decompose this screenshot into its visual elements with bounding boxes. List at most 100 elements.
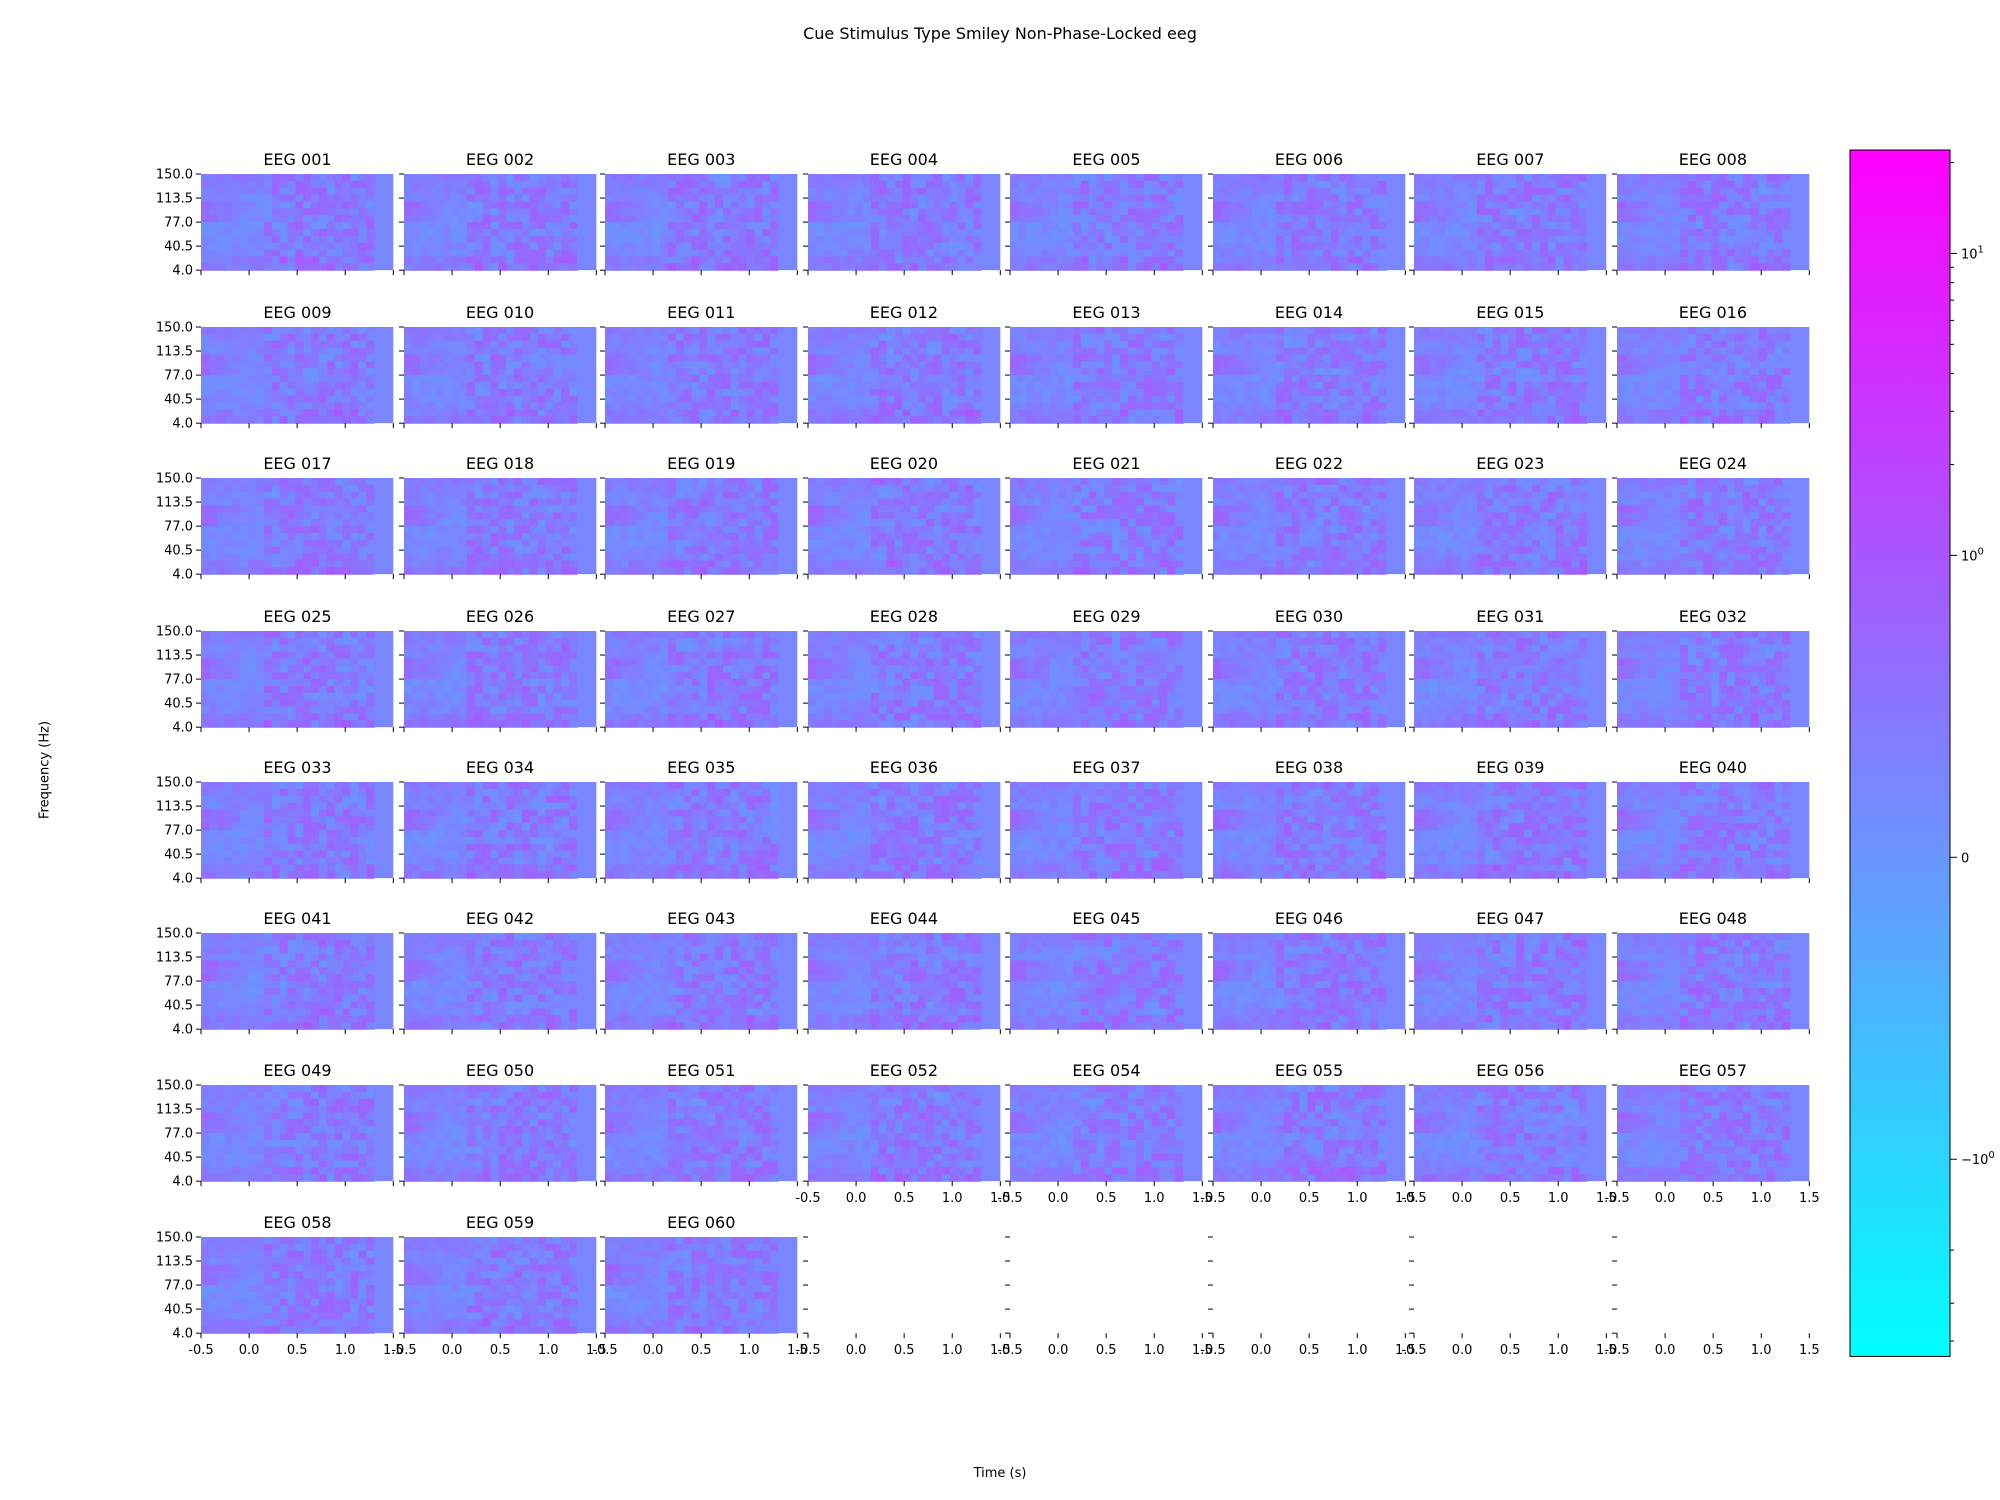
heatmap-cell [1330, 340, 1340, 349]
heatmap-cell [1136, 395, 1145, 404]
heatmap-cell [1726, 249, 1736, 258]
heatmap-cell [1244, 188, 1253, 196]
heatmap-cell [807, 333, 817, 342]
heatmap-cell [569, 256, 578, 265]
heatmap-cell [335, 381, 344, 390]
heatmap-cell [1477, 249, 1486, 258]
heatmap-cell [1703, 215, 1712, 224]
y-tick-label: 4.0 [173, 417, 194, 432]
heatmap-cell [232, 188, 242, 196]
heatmap-cell [644, 347, 653, 356]
heatmap-cell [1532, 243, 1541, 251]
heatmap-cell [1461, 375, 1470, 383]
heatmap-cell [1508, 229, 1518, 237]
heatmap-cell [746, 215, 756, 224]
heatmap-cell [443, 368, 452, 376]
heatmap-cell [458, 256, 468, 265]
heatmap-cell [652, 354, 661, 362]
heatmap-cell [1088, 256, 1098, 265]
heatmap-cell [691, 368, 701, 376]
heatmap-cell [279, 215, 289, 224]
heatmap-cell [1492, 229, 1502, 237]
heatmap-cell [925, 381, 935, 390]
heatmap-cell [419, 188, 429, 196]
heatmap-cell [303, 347, 313, 356]
heatmap-cell [823, 174, 832, 182]
heatmap-cell [965, 229, 974, 237]
heatmap-cell [358, 208, 368, 217]
heatmap-cell [553, 263, 562, 272]
heatmap-cell [1299, 229, 1308, 237]
heatmap-cell [545, 375, 554, 383]
heatmap-cell [870, 263, 880, 272]
heatmap-cell [715, 194, 724, 203]
heatmap-cell [1346, 354, 1356, 362]
heatmap-cell [807, 340, 817, 349]
heatmap-cell [1283, 256, 1293, 265]
heatmap-cell [715, 340, 724, 349]
heatmap-cell [746, 236, 756, 244]
heatmap-cell [746, 208, 756, 217]
heatmap-cell [839, 256, 848, 265]
heatmap-cell [295, 375, 305, 383]
heatmap-cell [1159, 249, 1169, 258]
heatmap-cell [831, 215, 840, 224]
heatmap-cell [972, 381, 982, 390]
heatmap-cell [498, 402, 507, 410]
heatmap-cell [366, 215, 375, 224]
heatmap-cell [537, 333, 547, 342]
heatmap-cell [839, 326, 848, 335]
heatmap-cell [1616, 188, 1626, 196]
heatmap-cell [1136, 188, 1145, 196]
heatmap-cell [403, 347, 413, 356]
heatmap-cell [1640, 333, 1649, 342]
heatmap-cell [715, 409, 724, 417]
heatmap-cell [1159, 174, 1169, 182]
heatmap-cell [1679, 174, 1689, 182]
heatmap-cell [319, 402, 328, 410]
heatmap-cell [224, 395, 234, 404]
heatmap-cell [1414, 416, 1423, 424]
heatmap-cell [327, 215, 336, 224]
heatmap-cells [807, 174, 982, 272]
heatmap-cell [1088, 388, 1098, 397]
heatmap-cell [295, 201, 305, 210]
heatmap-cell [1088, 243, 1098, 251]
heatmap-cell [1346, 347, 1356, 356]
heatmap-cell [319, 416, 328, 424]
heatmap-cell [1555, 174, 1565, 182]
heatmap-cell [1033, 340, 1043, 349]
heatmap-cell [1563, 333, 1573, 342]
heatmap-cell [1018, 222, 1027, 230]
heatmap-cell [1362, 263, 1371, 272]
heatmap-cell [807, 375, 817, 383]
heatmap-cell [1026, 388, 1035, 397]
heatmap-cell [1445, 333, 1455, 342]
heatmap-cell [1563, 263, 1573, 272]
heatmap-cell [1096, 416, 1106, 424]
heatmap-cell [1081, 388, 1090, 397]
heatmap-cell [715, 222, 724, 230]
heatmap-cell [902, 395, 911, 404]
heatmap-cell [1540, 388, 1549, 397]
heatmap-cell [957, 229, 966, 237]
heatmap-cell [762, 194, 771, 203]
heatmap-cell [738, 347, 748, 356]
heatmap-cell [1267, 402, 1277, 410]
heatmap-cell [498, 256, 507, 265]
heatmap-cell [1461, 368, 1470, 376]
heatmap-cell [1579, 340, 1588, 349]
heatmap-cell [1220, 375, 1230, 383]
heatmap-cell [1453, 381, 1462, 390]
heatmap-cell [466, 354, 476, 362]
heatmap-cell [1500, 181, 1510, 189]
heatmap-cell [1307, 194, 1316, 203]
heatmap-cell [668, 181, 677, 189]
heatmap-cell [613, 229, 622, 237]
heatmap-cell [1315, 222, 1324, 230]
heatmap-cell [628, 416, 638, 424]
heatmap-cell [1307, 201, 1316, 210]
heatmap-cell [1378, 388, 1387, 397]
heatmap-cell [1120, 208, 1129, 217]
heatmap-cell [957, 368, 966, 376]
